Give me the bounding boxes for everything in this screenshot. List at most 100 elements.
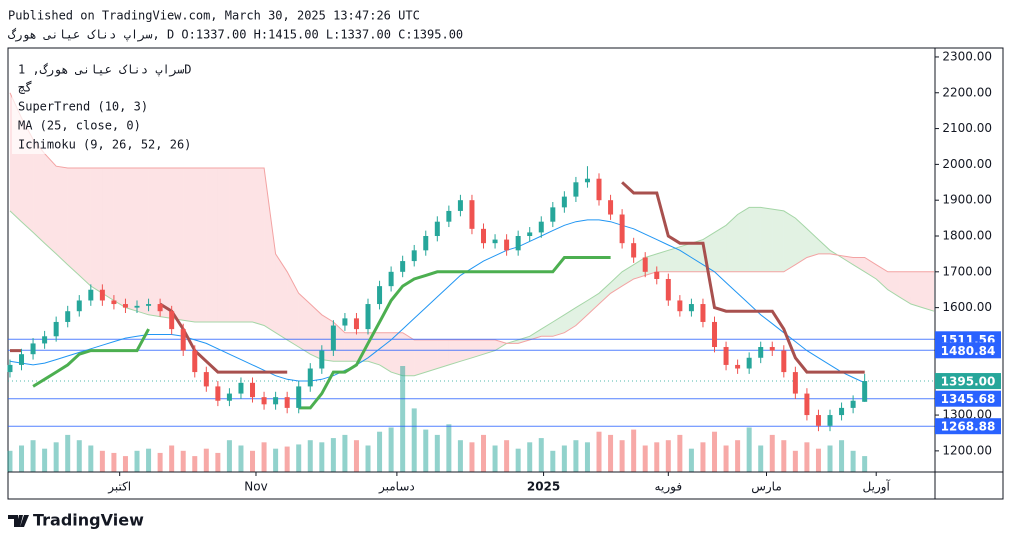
- candle-body: [712, 321, 718, 348]
- cloud: [137, 167, 149, 315]
- x-tick-label: Nov: [244, 480, 267, 494]
- y-tick-label: 1800.00: [942, 229, 992, 243]
- candle-body: [169, 311, 175, 330]
- volume-bar: [307, 440, 313, 472]
- volume-bar: [169, 445, 175, 472]
- volume-bar: [273, 448, 279, 472]
- volume-bar: [746, 427, 752, 472]
- cloud: [541, 321, 553, 337]
- candle-body: [203, 372, 209, 387]
- cloud: [287, 271, 299, 348]
- candle-body: [781, 350, 787, 373]
- candle-body: [157, 304, 163, 312]
- volume-bar: [203, 448, 209, 472]
- cloud: [425, 339, 438, 373]
- candle-body: [238, 382, 244, 394]
- y-tick-label: 2200.00: [942, 85, 992, 99]
- cloud: [922, 271, 934, 312]
- candle-body: [7, 364, 13, 373]
- cloud: [587, 293, 600, 315]
- candle-body: [423, 236, 429, 251]
- candle-body: [250, 382, 256, 398]
- volume-bar: [377, 431, 383, 472]
- x-tick-label: فوریه: [655, 480, 683, 495]
- cloud: [321, 314, 334, 362]
- volume-bar: [781, 440, 787, 472]
- volume-bar: [827, 445, 833, 472]
- volume-bar: [492, 445, 498, 472]
- volume-bar: [76, 440, 82, 472]
- cloud: [876, 264, 888, 290]
- candle-body: [688, 304, 694, 312]
- cloud: [356, 332, 369, 362]
- cloud: [853, 257, 865, 272]
- cloud: [148, 167, 161, 317]
- candle-body: [827, 415, 833, 426]
- cloud: [518, 336, 530, 344]
- cloud: [402, 332, 415, 376]
- cloud: [679, 243, 692, 272]
- candle-body: [365, 304, 371, 330]
- cloud: [414, 339, 426, 376]
- cloud: [633, 257, 646, 279]
- cloud: [217, 167, 230, 322]
- volume-bar: [584, 442, 590, 472]
- volume-bar: [388, 427, 394, 472]
- volume-bar: [423, 429, 429, 472]
- candle-body: [515, 236, 521, 251]
- volume-bar: [688, 448, 694, 472]
- cloud: [194, 167, 207, 322]
- volume-bar: [457, 440, 463, 472]
- volume-bar: [192, 456, 198, 472]
- candle-body: [642, 257, 648, 272]
- volume-bar: [619, 440, 625, 472]
- volume-bar: [677, 434, 683, 472]
- candle-body: [377, 286, 383, 305]
- price-label: 1345.68: [941, 392, 996, 406]
- candle-body: [146, 304, 152, 306]
- volume-bar: [353, 440, 359, 472]
- cloud: [575, 300, 588, 326]
- cloud: [90, 167, 103, 294]
- volume-bar: [469, 442, 475, 472]
- candle-body: [665, 278, 671, 301]
- ma-line: [9, 219, 865, 384]
- volume-bar: [19, 445, 25, 472]
- candle-body: [134, 305, 140, 308]
- candle-body: [180, 329, 186, 351]
- candle-body: [76, 300, 82, 312]
- candle-body: [353, 318, 359, 330]
- price-label-bg: [935, 418, 1001, 435]
- y-tick-label: 1700.00: [942, 264, 992, 278]
- candle-body: [492, 239, 498, 244]
- x-tick-label: اکتبر: [107, 480, 131, 495]
- volume-bar: [365, 445, 371, 472]
- cloud: [749, 207, 761, 272]
- volume-bar: [446, 424, 452, 472]
- x-tick-label: آوریل: [863, 479, 891, 495]
- volume-bar: [573, 440, 579, 472]
- price-label: 1395.00: [941, 375, 996, 389]
- y-tick-label: 2000.00: [942, 157, 992, 171]
- volume-bar: [134, 450, 140, 472]
- volume-bar: [792, 450, 798, 472]
- candle-body: [330, 325, 336, 351]
- volume-bar: [342, 434, 348, 472]
- y-tick-label: 1200.00: [942, 443, 992, 457]
- cloud: [795, 218, 807, 265]
- candle-body: [261, 397, 267, 405]
- candle-body: [457, 200, 463, 211]
- cloud: [726, 214, 738, 272]
- candle-body: [700, 304, 706, 322]
- volume-bar: [330, 438, 336, 472]
- cloud: [125, 167, 138, 312]
- volume-bar: [42, 448, 48, 472]
- volume-bar: [411, 408, 417, 472]
- cloud: [760, 207, 773, 272]
- y-tick-label: 1900.00: [942, 193, 992, 207]
- cloud: [229, 167, 241, 322]
- volume-bar: [99, 450, 105, 472]
- candle-body: [65, 311, 71, 322]
- candle-body: [769, 347, 775, 351]
